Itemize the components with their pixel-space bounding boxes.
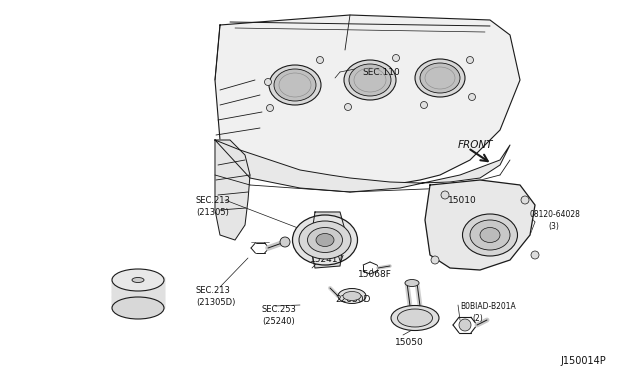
Polygon shape — [215, 140, 250, 240]
Circle shape — [264, 78, 271, 86]
Circle shape — [467, 57, 474, 64]
Text: 08120-64028: 08120-64028 — [530, 210, 581, 219]
Text: (3): (3) — [548, 222, 559, 231]
Ellipse shape — [112, 297, 164, 319]
Text: (21305): (21305) — [196, 208, 229, 217]
Text: 15010: 15010 — [448, 196, 477, 205]
Ellipse shape — [343, 292, 361, 301]
Ellipse shape — [307, 228, 342, 253]
Circle shape — [431, 256, 439, 264]
Polygon shape — [215, 140, 510, 192]
Text: J150014P: J150014P — [560, 356, 605, 366]
Text: SEC.110: SEC.110 — [362, 68, 400, 77]
Ellipse shape — [299, 221, 351, 259]
Circle shape — [531, 251, 539, 259]
Text: 15208: 15208 — [130, 300, 159, 309]
Ellipse shape — [274, 69, 316, 101]
Circle shape — [344, 103, 351, 110]
Ellipse shape — [480, 228, 500, 243]
Ellipse shape — [112, 269, 164, 291]
Ellipse shape — [316, 234, 334, 247]
Circle shape — [441, 191, 449, 199]
Ellipse shape — [420, 63, 460, 93]
Circle shape — [280, 237, 290, 247]
Text: 22630D: 22630D — [335, 295, 371, 304]
Circle shape — [392, 55, 399, 61]
Text: SEC.253: SEC.253 — [262, 305, 297, 314]
Polygon shape — [215, 15, 520, 190]
Text: 15241V: 15241V — [310, 255, 344, 264]
Ellipse shape — [470, 220, 510, 250]
Ellipse shape — [405, 279, 419, 286]
Circle shape — [420, 102, 428, 109]
Ellipse shape — [338, 289, 366, 304]
Text: SEC.213: SEC.213 — [196, 286, 231, 295]
Ellipse shape — [349, 64, 391, 96]
Circle shape — [468, 93, 476, 100]
Circle shape — [266, 105, 273, 112]
Circle shape — [459, 319, 471, 331]
Text: B0BIAD-B201A: B0BIAD-B201A — [460, 302, 516, 311]
Ellipse shape — [415, 59, 465, 97]
Circle shape — [521, 196, 529, 204]
Ellipse shape — [132, 278, 144, 282]
Text: (25240): (25240) — [262, 317, 295, 326]
Circle shape — [317, 57, 323, 64]
Ellipse shape — [344, 60, 396, 100]
Text: SEC.213: SEC.213 — [196, 196, 231, 205]
Polygon shape — [112, 277, 164, 308]
Text: FRONT: FRONT — [458, 140, 493, 150]
Text: (2): (2) — [472, 314, 483, 323]
Polygon shape — [425, 180, 535, 270]
Ellipse shape — [292, 215, 358, 265]
Polygon shape — [310, 212, 345, 268]
Text: 15050: 15050 — [395, 338, 424, 347]
Ellipse shape — [269, 65, 321, 105]
Text: (21305D): (21305D) — [196, 298, 236, 307]
Ellipse shape — [463, 214, 518, 256]
Ellipse shape — [397, 309, 433, 327]
Ellipse shape — [391, 305, 439, 330]
Text: 15068F: 15068F — [358, 270, 392, 279]
